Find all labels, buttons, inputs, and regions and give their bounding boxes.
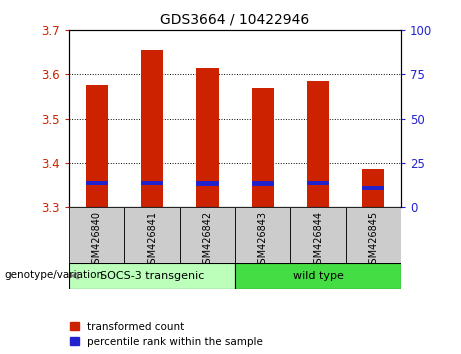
Bar (235, 207, 290, 264)
Bar (307, 81, 329, 207)
Text: GSM426844: GSM426844 (313, 211, 323, 270)
Text: GSM426845: GSM426845 (368, 211, 378, 270)
Text: SOCS-3 transgenic: SOCS-3 transgenic (100, 271, 204, 281)
Bar (86, 85, 108, 207)
Text: GSM426840: GSM426840 (92, 211, 102, 270)
Bar (141, 181, 163, 185)
Bar (69, 263, 235, 289)
Bar (86, 181, 108, 185)
Bar (69, 207, 124, 264)
Bar (196, 68, 219, 207)
Bar (307, 181, 329, 185)
Text: GSM426843: GSM426843 (258, 211, 268, 270)
Title: GDS3664 / 10422946: GDS3664 / 10422946 (160, 12, 310, 26)
Bar (124, 207, 180, 264)
Text: GSM426842: GSM426842 (202, 211, 213, 270)
Bar (180, 207, 235, 264)
Text: genotype/variation: genotype/variation (5, 270, 104, 280)
Bar (141, 50, 163, 207)
Bar (362, 186, 384, 190)
Bar (196, 181, 219, 186)
Text: wild type: wild type (293, 271, 343, 281)
Bar (252, 181, 274, 186)
Bar (362, 170, 384, 207)
Bar (290, 207, 346, 264)
Bar (235, 263, 401, 289)
Text: GSM426841: GSM426841 (147, 211, 157, 270)
Bar (346, 207, 401, 264)
Legend: transformed count, percentile rank within the sample: transformed count, percentile rank withi… (70, 322, 263, 347)
Bar (252, 88, 274, 207)
